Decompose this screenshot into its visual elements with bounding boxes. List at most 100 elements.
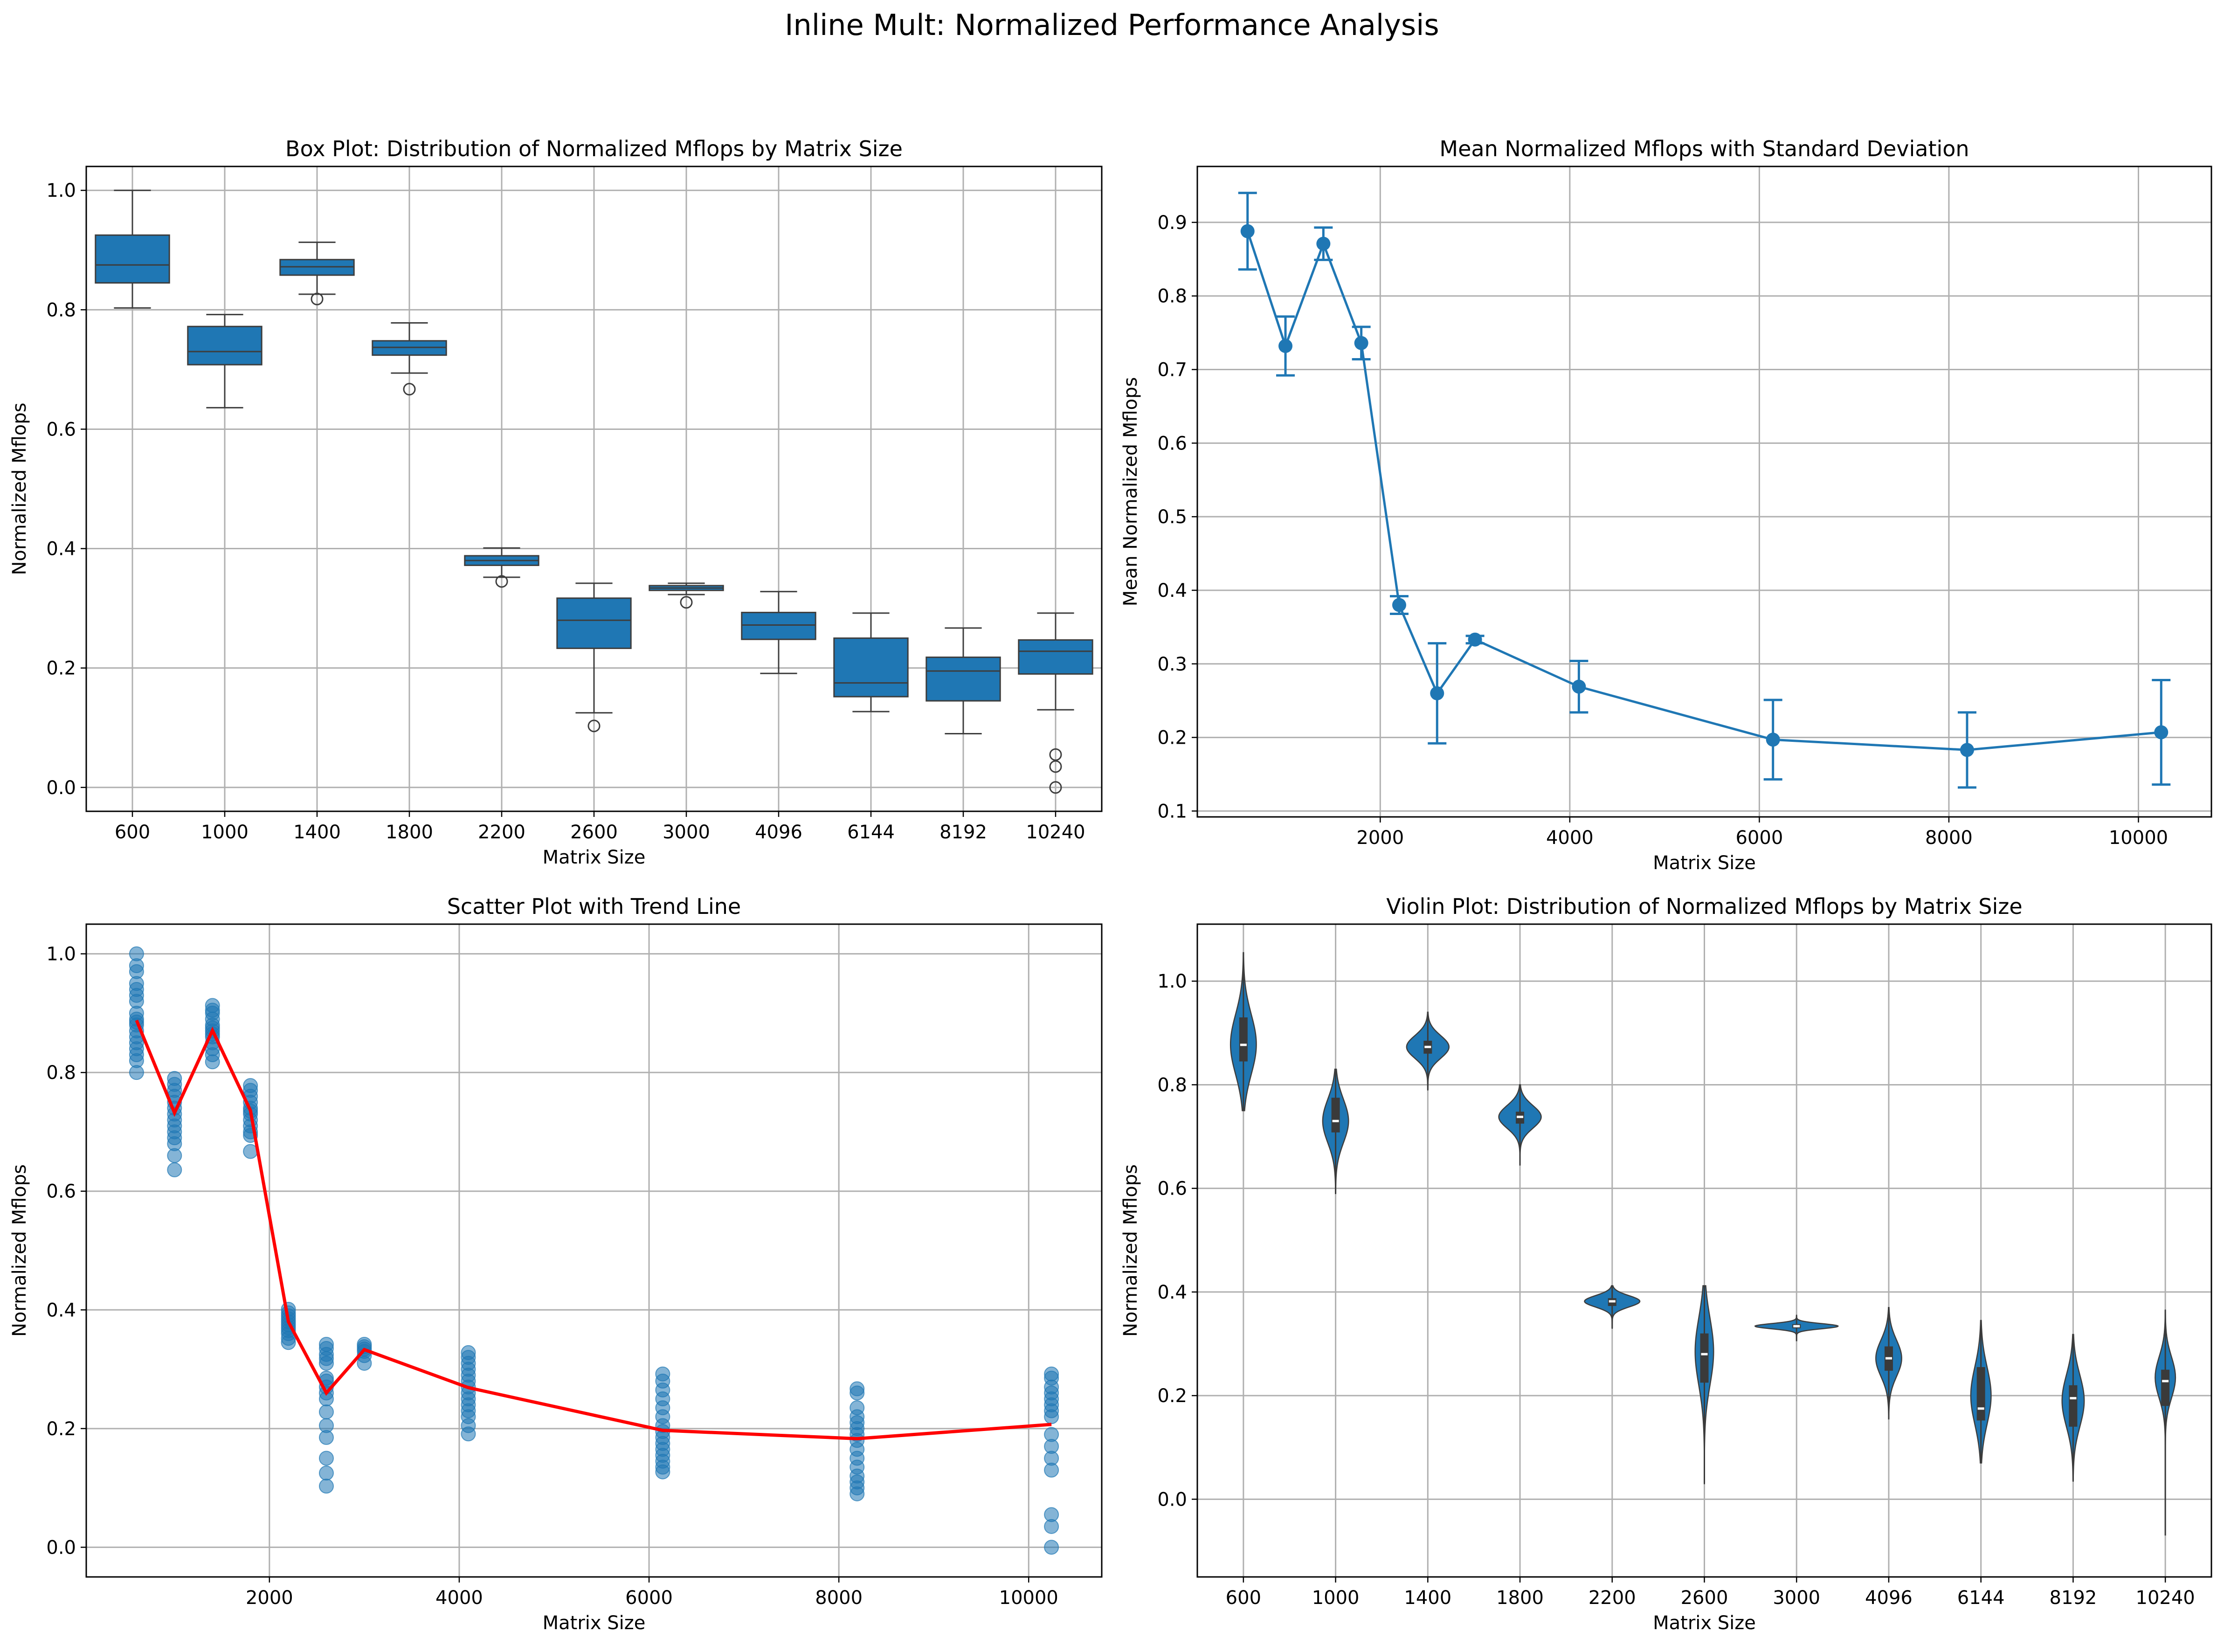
errorbar-xtick-label: 8000 [1925, 827, 1973, 849]
box-flier [311, 292, 324, 305]
box-flier [1049, 748, 1062, 761]
errorbar-frame [1196, 166, 2212, 818]
violin-1000 [1322, 1068, 1349, 1195]
violin-iqr [1239, 1017, 1248, 1062]
scatter-xtick-label: 10000 [999, 1587, 1058, 1609]
errorbar-xlabel: Matrix Size [1653, 852, 1756, 874]
errorbar-ylabel: Mean Normalized Mflops [1120, 377, 1141, 607]
errorbar-plot-area [1197, 166, 2211, 817]
scatter-point [318, 1451, 334, 1466]
scatter-xlabel: Matrix Size [543, 1612, 646, 1634]
scatter-group-2600 [318, 1337, 334, 1494]
violin-xtick-label: 10240 [2136, 1587, 2195, 1609]
errorbar-point [1240, 224, 1255, 238]
errorbar-point [1354, 336, 1368, 350]
violin-xtick-label: 2200 [1589, 1587, 1636, 1609]
violin-xtick-label: 600 [1226, 1587, 1261, 1609]
box-xtick-label: 2200 [478, 822, 525, 843]
violin-ytick-label: 0.6 [1157, 1178, 1187, 1200]
violin-2600 [1694, 1285, 1714, 1485]
box-ytick-label: 0.2 [46, 658, 76, 679]
errorbar-point [1278, 339, 1293, 353]
scatter-plot-area [86, 924, 1102, 1577]
violin-xtick-label: 4096 [1865, 1587, 1913, 1609]
scatter-point [655, 1464, 670, 1479]
scatter-xtick-label: 4000 [435, 1587, 483, 1609]
box-2600 [556, 582, 632, 733]
violin-iqr [1700, 1333, 1709, 1383]
scatter-group-600 [129, 946, 144, 1080]
violin-6144 [1970, 1320, 1992, 1464]
box-ytick-label: 0.0 [46, 777, 76, 799]
box-600 [95, 189, 170, 309]
scatter-point [1044, 1462, 1059, 1478]
errorbar-point [1572, 679, 1586, 694]
scatter-point [461, 1426, 476, 1442]
violin-panel: 0.0 0.2 0.4 0.6 0.8 1.0 600 1000 1400 1800 2200 260… [1120, 894, 2212, 1634]
violin-iqr [1331, 1098, 1340, 1133]
scatter-ytick-label: 0.4 [46, 1299, 76, 1321]
box-xtick-label: 1400 [293, 822, 341, 843]
scatter-ylabel: Normalized Mflops [9, 1164, 30, 1337]
violin-10240 [2155, 1309, 2176, 1536]
box-rect [741, 612, 816, 640]
box-title: Box Plot: Distribution of Normalized Mfl… [285, 136, 903, 161]
violin-ytick-label: 0.0 [1157, 1489, 1187, 1510]
scatter-title: Scatter Plot with Trend Line [447, 894, 741, 919]
violin-600 [1229, 952, 1257, 1112]
scatter-point [318, 1465, 334, 1481]
box-xtick-label: 2600 [570, 822, 618, 843]
errorbar-point [2154, 725, 2169, 740]
violin-1800 [1498, 1084, 1542, 1166]
errorbar-title: Mean Normalized Mflops with Standard Dev… [1439, 136, 1969, 161]
violin-xtick-label: 1800 [1496, 1587, 1544, 1609]
box-xtick-label: 6144 [847, 822, 895, 843]
scatter-group-6144 [655, 1366, 670, 1479]
violin-xtick-label: 3000 [1773, 1587, 1820, 1609]
scatter-point [318, 1404, 334, 1420]
violin-ytick-label: 0.4 [1157, 1282, 1187, 1303]
scatter-xtick-label: 8000 [815, 1587, 863, 1609]
errorbar-xtick-label: 10000 [2109, 827, 2168, 849]
violin-xlabel: Matrix Size [1653, 1612, 1756, 1634]
errorbar-point [1960, 743, 1974, 757]
scatter-ytick-label: 0.6 [46, 1181, 76, 1203]
scatter-group-2200 [281, 1302, 296, 1350]
box-rect [1018, 639, 1093, 675]
violin-iqr [2161, 1369, 2170, 1406]
scatter-point [318, 1355, 334, 1371]
errorbar-ytick-label: 0.8 [1157, 286, 1187, 307]
scatter-ytick-label: 0.8 [46, 1062, 76, 1084]
violin-grid [1197, 924, 2211, 1577]
errorbar-xtick-label: 6000 [1735, 827, 1783, 849]
scatter-grid [86, 924, 1102, 1577]
box-ylabel: Normalized Mflops [9, 403, 30, 575]
box-flier [1049, 781, 1062, 794]
errorbar-point [1430, 686, 1444, 700]
scatter-point [1044, 1519, 1059, 1534]
errorbar-point [1766, 733, 1780, 747]
box-flier [495, 575, 508, 588]
scatter-point [318, 1479, 334, 1494]
box-1800 [372, 322, 447, 396]
box-1000 [187, 314, 262, 408]
box-4096 [741, 591, 816, 674]
box-10240 [1018, 612, 1093, 794]
box-ytick-label: 0.8 [46, 299, 76, 321]
scatter-point [1044, 1540, 1059, 1555]
violin-iqr [2069, 1385, 2078, 1427]
box-flier [1049, 760, 1062, 773]
box-xtick-label: 1000 [201, 822, 249, 843]
violin-xtick-label: 1000 [1312, 1587, 1360, 1609]
figure-title: Inline Mult: Normalized Performance Anal… [785, 8, 1439, 42]
violin-ytick-label: 1.0 [1157, 971, 1187, 992]
box-xtick-label: 8192 [939, 822, 987, 843]
scatter-trend-line [135, 1019, 1052, 1440]
box-ytick-label: 1.0 [46, 180, 76, 201]
violin-ytick-label: 0.2 [1157, 1385, 1187, 1407]
errorbar-ytick-label: 0.1 [1157, 801, 1187, 822]
violin-ylabel: Normalized Mflops [1120, 1164, 1141, 1337]
scatter-panel: 0.0 0.2 0.4 0.6 0.8 1.0 2000 4000 6000 8000 10000 S… [9, 894, 1103, 1634]
scatter-ytick-label: 0.0 [46, 1537, 76, 1558]
